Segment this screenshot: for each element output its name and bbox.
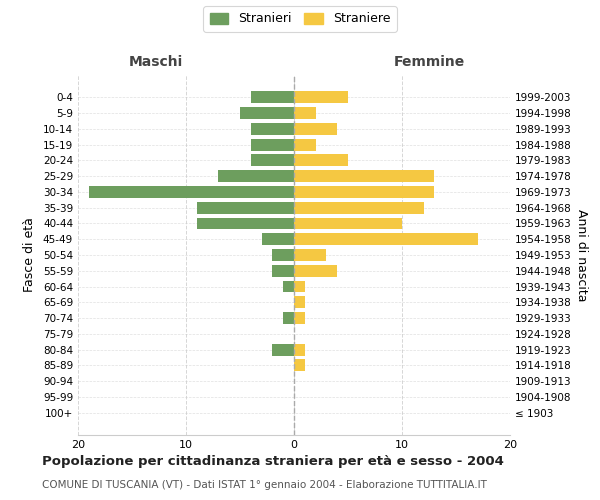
- Bar: [294, 138, 316, 150]
- Bar: [197, 202, 294, 213]
- Bar: [272, 344, 294, 355]
- Bar: [251, 123, 294, 134]
- Bar: [294, 312, 305, 324]
- Bar: [294, 249, 326, 261]
- Bar: [251, 92, 294, 103]
- Bar: [89, 186, 294, 198]
- Bar: [294, 360, 305, 372]
- Bar: [283, 280, 294, 292]
- Bar: [294, 186, 434, 198]
- Bar: [262, 234, 294, 245]
- Bar: [272, 249, 294, 261]
- Text: COMUNE DI TUSCANIA (VT) - Dati ISTAT 1° gennaio 2004 - Elaborazione TUTTITALIA.I: COMUNE DI TUSCANIA (VT) - Dati ISTAT 1° …: [42, 480, 487, 490]
- Bar: [294, 92, 348, 103]
- Y-axis label: Fasce di età: Fasce di età: [23, 218, 36, 292]
- Bar: [294, 265, 337, 276]
- Bar: [272, 265, 294, 276]
- Bar: [251, 154, 294, 166]
- Bar: [251, 138, 294, 150]
- Bar: [294, 123, 337, 134]
- Bar: [240, 107, 294, 119]
- Bar: [294, 280, 305, 292]
- Bar: [218, 170, 294, 182]
- Y-axis label: Anni di nascita: Anni di nascita: [575, 209, 588, 301]
- Text: Femmine: Femmine: [394, 55, 464, 69]
- Bar: [294, 234, 478, 245]
- Text: Maschi: Maschi: [129, 55, 183, 69]
- Bar: [294, 202, 424, 213]
- Bar: [294, 107, 316, 119]
- Bar: [294, 296, 305, 308]
- Legend: Stranieri, Straniere: Stranieri, Straniere: [203, 6, 397, 32]
- Text: Popolazione per cittadinanza straniera per età e sesso - 2004: Popolazione per cittadinanza straniera p…: [42, 455, 504, 468]
- Bar: [294, 154, 348, 166]
- Bar: [294, 170, 434, 182]
- Bar: [294, 218, 402, 230]
- Bar: [197, 218, 294, 230]
- Bar: [283, 312, 294, 324]
- Bar: [294, 344, 305, 355]
